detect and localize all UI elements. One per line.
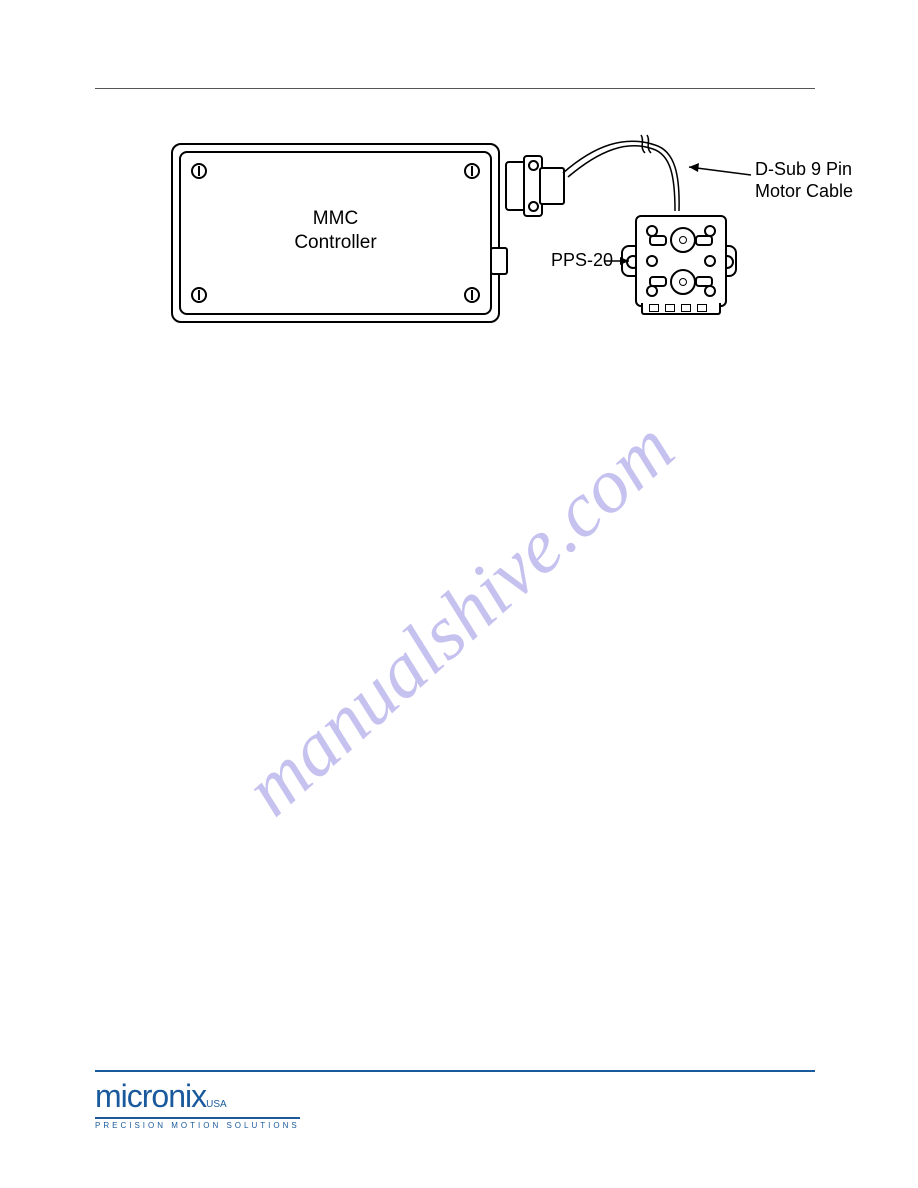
cable-callout: D-Sub 9 Pin Motor Cable — [755, 159, 853, 202]
callout-arrows — [155, 125, 855, 365]
brand-tagline: PRECISION MOTION SOLUTIONS — [95, 1117, 300, 1130]
brand-name: micronix — [95, 1078, 206, 1114]
watermark-text: manualshive.com — [227, 402, 691, 833]
device-callout: PPS-20 — [551, 250, 613, 272]
cable-label-line1: D-Sub 9 Pin — [755, 159, 852, 179]
brand-logo: micronixUSA PRECISION MOTION SOLUTIONS — [95, 1078, 815, 1133]
brand-suffix: USA — [206, 1099, 227, 1110]
header-rule — [95, 88, 815, 89]
connection-diagram: MMC Controller — [155, 125, 855, 365]
manual-page: MMC Controller — [0, 0, 918, 1188]
footer-rule — [95, 1070, 815, 1072]
page-footer: micronixUSA PRECISION MOTION SOLUTIONS — [95, 1070, 815, 1133]
cable-label-line2: Motor Cable — [755, 181, 853, 201]
device-label: PPS-20 — [551, 250, 613, 270]
